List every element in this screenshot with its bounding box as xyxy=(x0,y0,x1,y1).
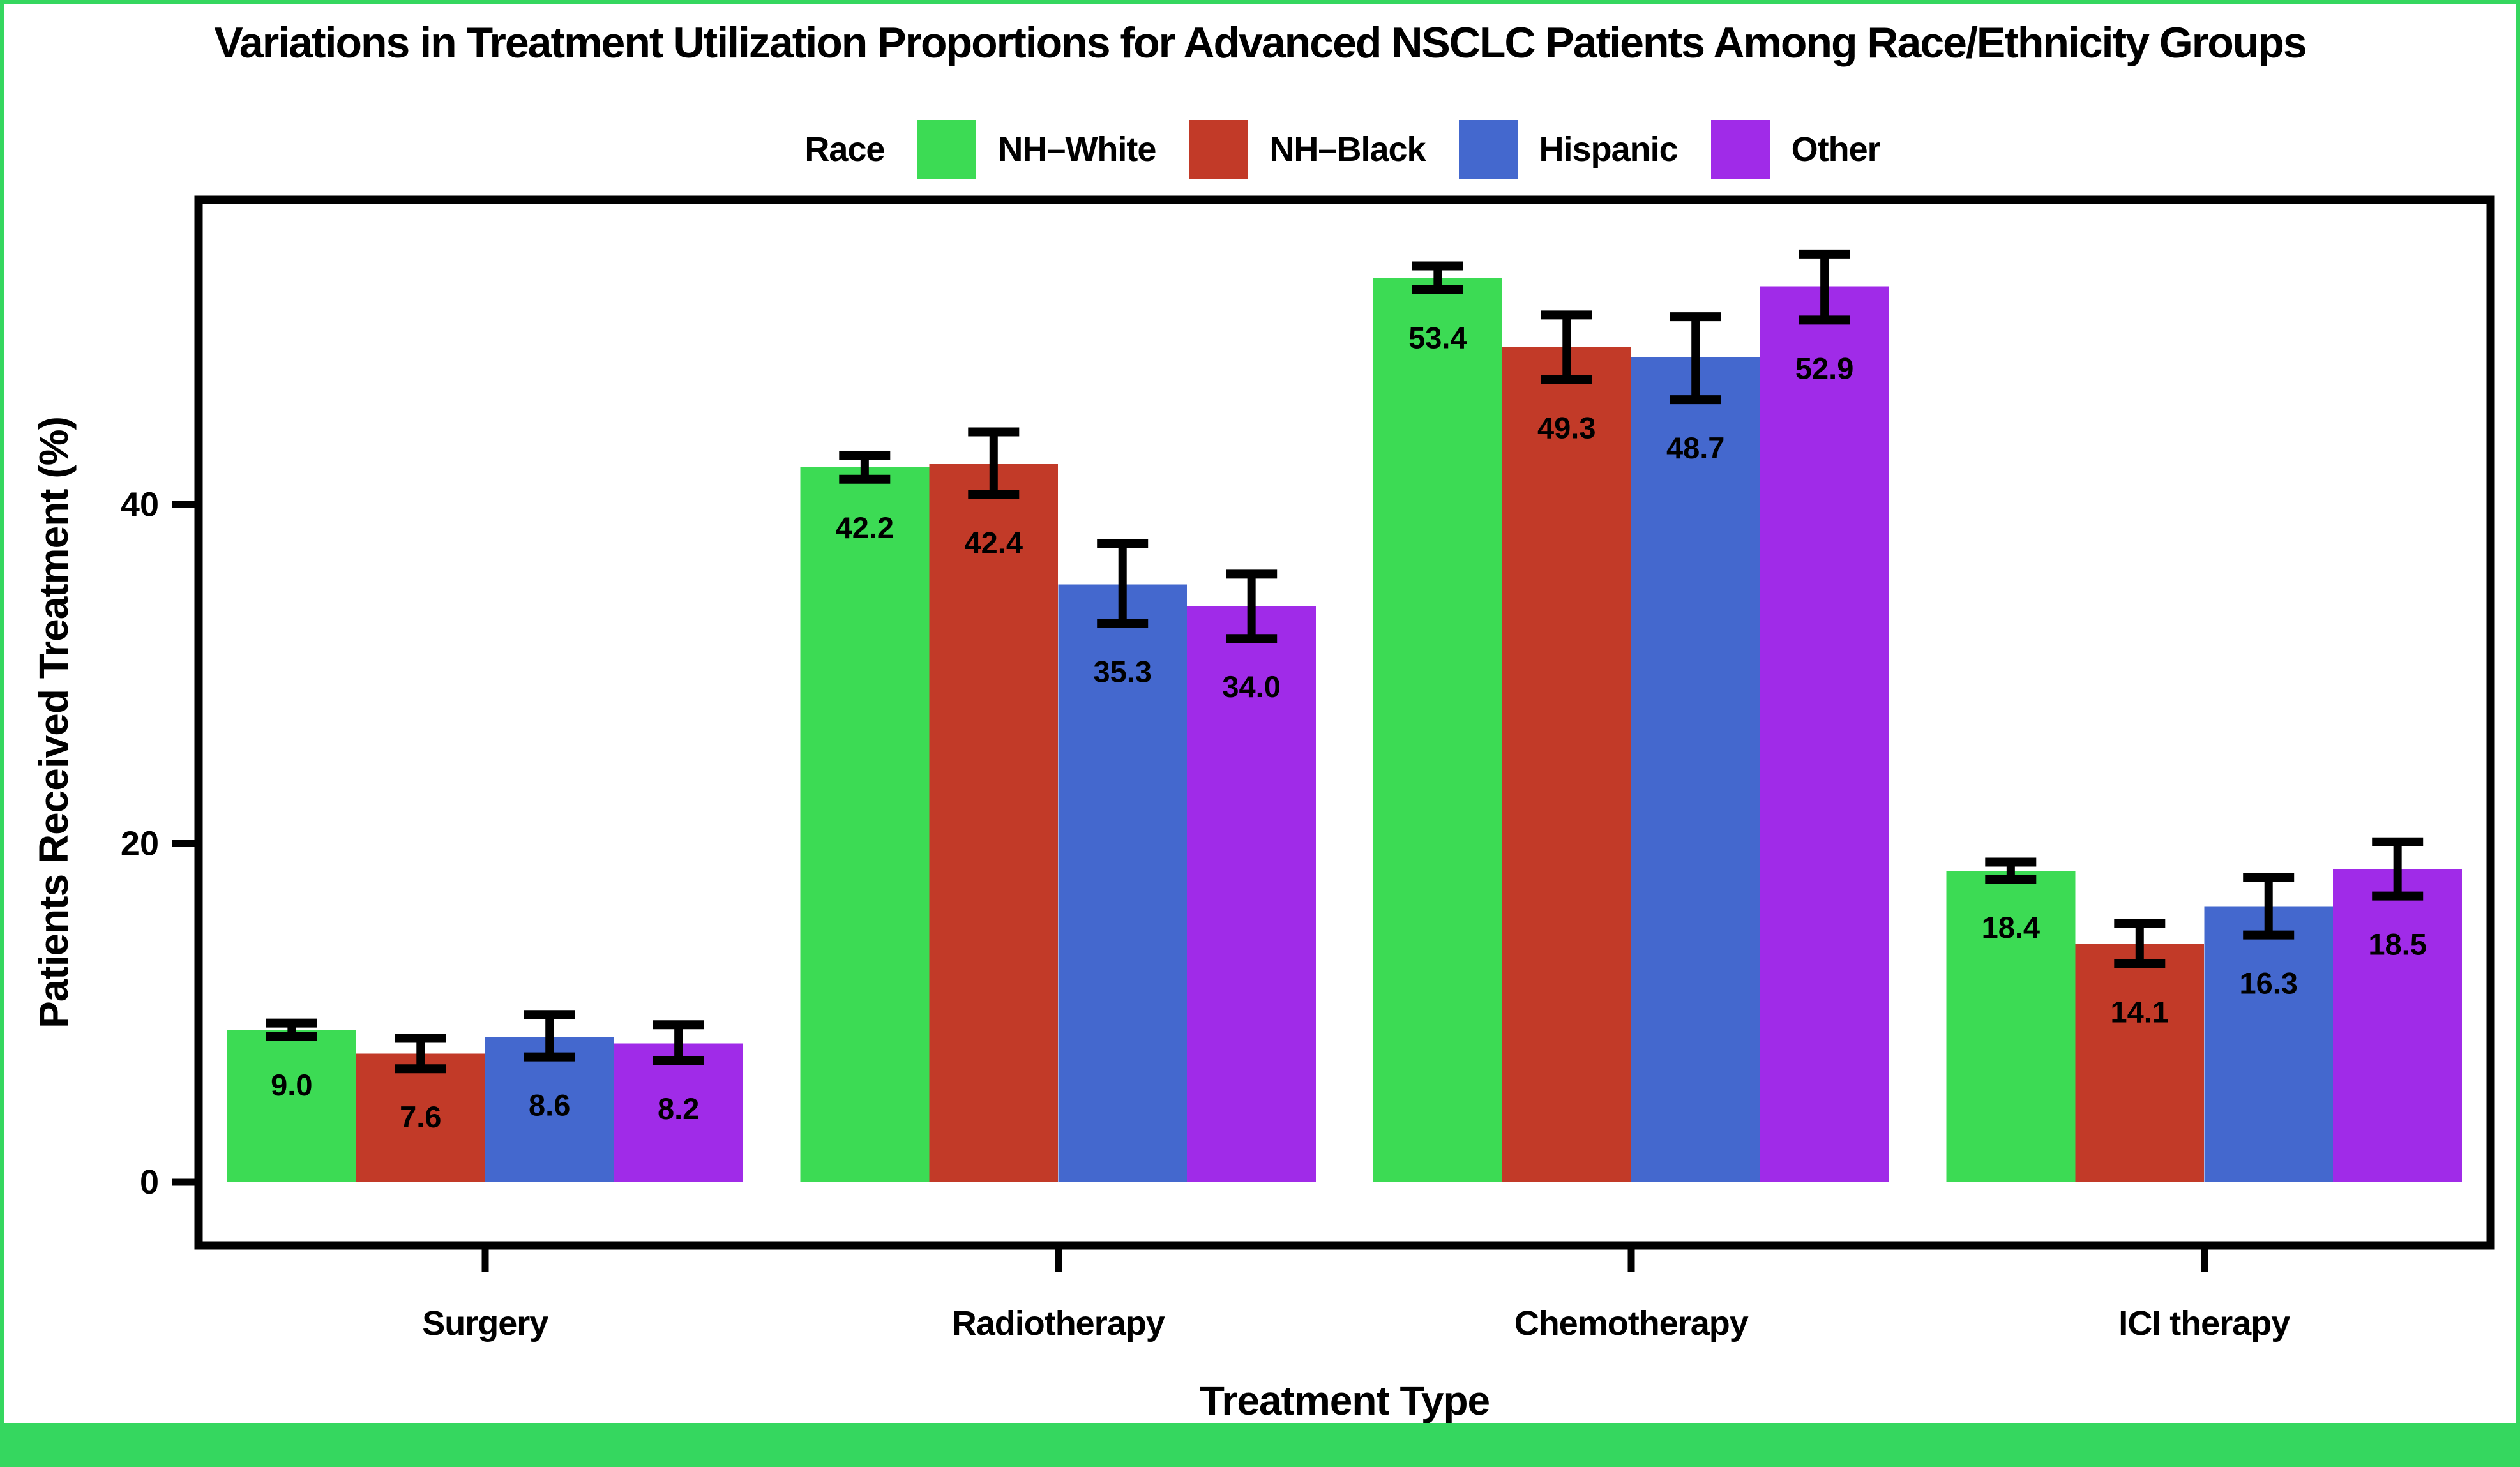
bar-2-0 xyxy=(1373,278,1502,1183)
bar-3-0 xyxy=(1946,870,2076,1182)
legend-swatch xyxy=(1458,120,1518,179)
bar-value-label: 49.3 xyxy=(1537,410,1596,444)
bar-1-3 xyxy=(1187,606,1317,1182)
legend-entry-nh-black: NH–Black xyxy=(1189,120,1426,179)
legend-label: NH–White xyxy=(998,130,1156,169)
panel-border xyxy=(194,195,2495,1250)
legend-swatch xyxy=(917,120,977,179)
y-tick-label: 20 xyxy=(121,824,159,862)
x-category-label: ICI therapy xyxy=(2118,1304,2290,1343)
x-category-label: Chemotherapy xyxy=(1514,1304,1749,1343)
bar-value-label: 34.0 xyxy=(1222,670,1280,703)
bar-3-1 xyxy=(2075,943,2205,1182)
x-axis-title: Treatment Type xyxy=(1200,1378,1490,1424)
bar-value-label: 16.3 xyxy=(2239,967,2297,1000)
bar-value-label: 42.4 xyxy=(965,526,1023,560)
bar-value-label: 52.9 xyxy=(1795,351,1853,385)
bar-value-label: 9.0 xyxy=(271,1068,312,1102)
chart-title: Variations in Treatment Utilization Prop… xyxy=(214,19,2307,67)
legend-label: Hispanic xyxy=(1539,130,1679,169)
legend-label: Other xyxy=(1791,130,1881,169)
legend-title: Race xyxy=(804,130,885,169)
x-category-label: Radiotherapy xyxy=(952,1304,1165,1343)
bar-2-1 xyxy=(1502,347,1631,1182)
bar-1-0 xyxy=(800,467,930,1183)
legend-swatch xyxy=(1710,120,1770,179)
legend-swatch xyxy=(1189,120,1248,179)
y-tick-label: 0 xyxy=(140,1163,159,1201)
bar-value-label: 18.5 xyxy=(2368,928,2426,961)
legend: Race NH–White NH–Black Hispanic Other xyxy=(198,117,2487,181)
bar-2-3 xyxy=(1760,286,1889,1182)
bar-3-2 xyxy=(2204,906,2334,1182)
bar-value-label: 18.4 xyxy=(1982,910,2040,944)
bar-value-label: 8.6 xyxy=(529,1088,570,1122)
bar-0-0 xyxy=(227,1030,356,1182)
legend-label: NH–Black xyxy=(1269,130,1426,169)
bar-value-label: 48.7 xyxy=(1666,431,1724,465)
bar-0-1 xyxy=(356,1053,485,1182)
bar-0-3 xyxy=(614,1043,743,1182)
bar-1-1 xyxy=(929,463,1059,1182)
y-axis-title: Patients Received Treatment (%) xyxy=(31,417,77,1028)
bar-value-label: 42.2 xyxy=(836,511,894,545)
bar-chart-plot: 9.0 42.2 53.4 18.4 7.6 42.4 49.3 14.1 8.6 35.3 48.… xyxy=(31,195,2495,1424)
bar-value-label: 35.3 xyxy=(1093,654,1151,688)
footer-accent-bar xyxy=(4,1423,2516,1463)
bar-value-label: 8.2 xyxy=(658,1092,699,1125)
bar-value-label: 7.6 xyxy=(400,1100,441,1134)
legend-entry-nh-white: NH–White xyxy=(917,120,1156,179)
bar-1-2 xyxy=(1058,584,1188,1182)
bar-value-label: 14.1 xyxy=(2111,995,2169,1029)
bar-value-label: 53.4 xyxy=(1408,321,1467,355)
legend-entry-hispanic: Hispanic xyxy=(1458,120,1679,179)
bar-2-2 xyxy=(1631,357,1760,1182)
x-category-label: Surgery xyxy=(422,1304,548,1343)
bar-3-3 xyxy=(2333,869,2463,1182)
y-tick-label: 40 xyxy=(121,486,159,524)
legend-entry-other: Other xyxy=(1710,120,1881,179)
